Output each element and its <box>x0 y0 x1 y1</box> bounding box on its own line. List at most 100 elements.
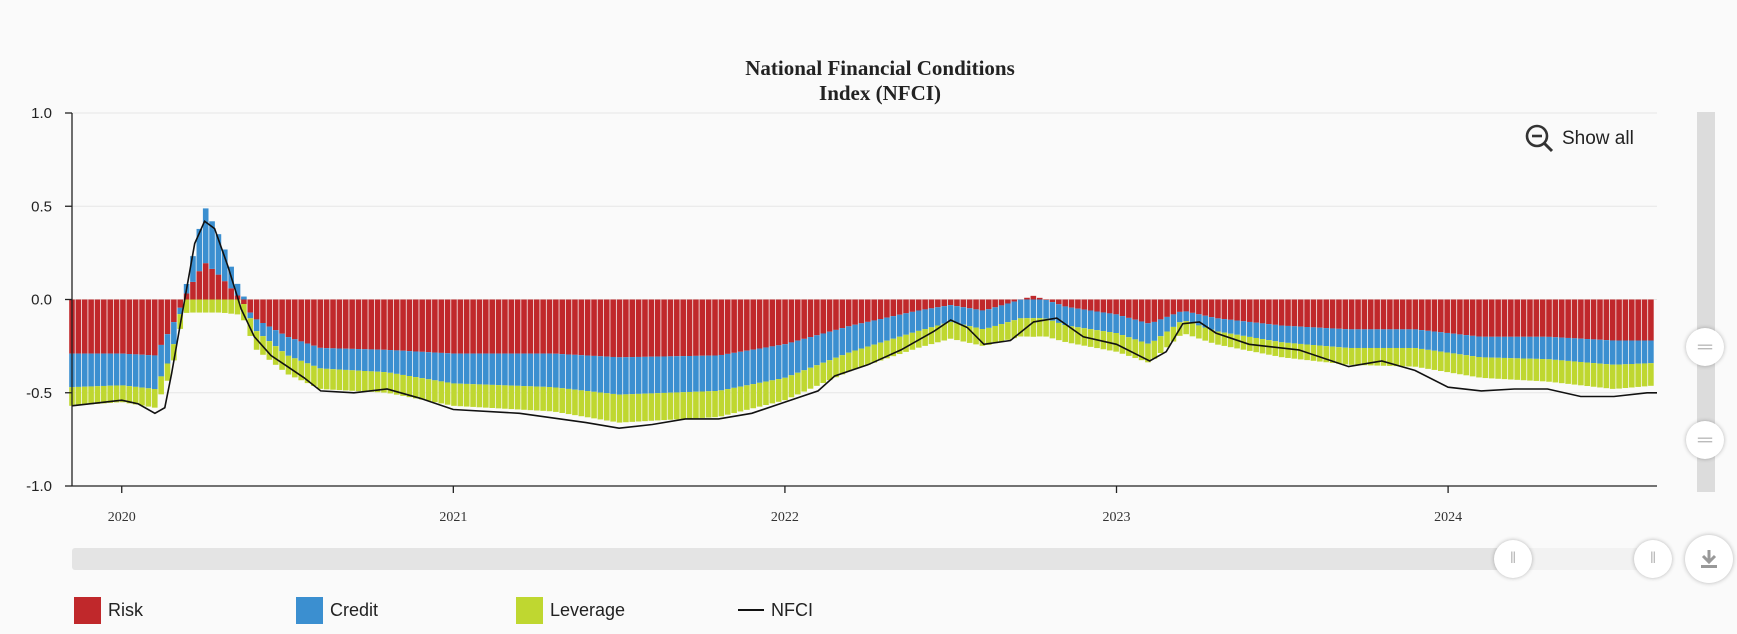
bar-risk <box>998 299 1005 306</box>
bar-credit <box>107 353 114 386</box>
bar-leverage <box>1030 318 1037 337</box>
bar-credit <box>1641 340 1648 364</box>
bar-leverage <box>521 386 527 410</box>
bar-credit <box>578 355 585 391</box>
legend-item-nfci[interactable]: NFCI <box>738 596 813 624</box>
bar-leverage <box>884 340 890 359</box>
bar-leverage <box>966 326 973 343</box>
bar-leverage <box>756 382 763 407</box>
bar-credit <box>629 357 636 395</box>
bar-credit <box>1584 339 1591 363</box>
bar-risk <box>1641 299 1648 341</box>
bar-leverage <box>1317 345 1323 362</box>
bar-leverage <box>342 369 349 391</box>
bar-risk <box>527 299 534 354</box>
bar-leverage <box>1438 351 1444 372</box>
bar-credit <box>362 349 368 371</box>
bar-leverage <box>642 393 648 422</box>
bar-leverage <box>483 384 489 408</box>
bar-leverage <box>597 392 604 420</box>
bar-risk <box>954 299 960 307</box>
bar-risk <box>565 299 572 355</box>
bar-risk <box>381 299 387 350</box>
bar-credit <box>966 308 973 327</box>
bar-leverage <box>1374 347 1380 366</box>
bar-credit <box>807 337 814 368</box>
bar-risk <box>890 299 897 317</box>
bar-risk <box>1202 299 1209 316</box>
vertical-zoom-track[interactable] <box>1697 112 1715 492</box>
bar-risk <box>693 299 699 356</box>
legend-item-credit[interactable]: Credit <box>296 596 378 624</box>
bar-leverage <box>1202 327 1209 341</box>
bar-risk <box>788 299 795 343</box>
legend-item-leverage[interactable]: Leverage <box>516 596 625 624</box>
bar-risk <box>1482 299 1489 337</box>
bar-credit <box>151 355 158 390</box>
bar-leverage <box>1075 327 1081 345</box>
bar-leverage <box>533 386 540 411</box>
bar-credit <box>330 348 336 370</box>
bar-risk <box>648 299 655 357</box>
bar-credit <box>635 356 642 394</box>
bar-credit <box>591 355 597 392</box>
bar-credit <box>177 307 184 315</box>
vertical-zoom-bottom-handle[interactable]: ═ <box>1686 421 1724 459</box>
bar-risk <box>221 281 228 300</box>
bar-leverage <box>1648 363 1654 386</box>
range-end-handle[interactable]: ‖ <box>1634 540 1672 578</box>
bar-leverage <box>1501 357 1508 380</box>
bar-risk <box>279 299 285 334</box>
bar-risk <box>171 299 177 323</box>
bar-risk <box>1291 299 1298 327</box>
bar-credit <box>171 322 177 345</box>
bar-risk <box>1450 299 1457 334</box>
bar-leverage <box>1444 352 1450 373</box>
bar-risk <box>896 299 903 315</box>
bar-credit <box>1247 321 1253 337</box>
bar-leverage <box>559 388 566 413</box>
bar-leverage <box>139 387 145 406</box>
bar-risk <box>1508 299 1514 337</box>
bar-risk <box>1323 299 1330 329</box>
range-navigator[interactable] <box>72 548 1652 570</box>
bar-leverage <box>1329 346 1336 363</box>
bar-leverage <box>635 393 642 422</box>
legend-item-risk[interactable]: Risk <box>74 596 143 624</box>
bar-risk <box>1272 299 1279 325</box>
range-start-handle[interactable]: ‖ <box>1494 540 1532 578</box>
bar-credit <box>1495 336 1501 358</box>
bar-credit <box>279 333 285 352</box>
bar-credit <box>1215 318 1221 332</box>
bar-credit <box>820 333 827 363</box>
bar-leverage <box>145 388 152 407</box>
legend-label-leverage: Leverage <box>550 599 626 620</box>
bar-credit <box>145 355 152 389</box>
bar-leverage <box>1183 321 1189 335</box>
bar-risk <box>483 299 489 354</box>
bar-credit <box>495 353 502 386</box>
bar-leverage <box>419 378 425 400</box>
bar-risk <box>1571 299 1578 339</box>
bar-leverage <box>1355 347 1361 366</box>
bar-leverage <box>1189 323 1196 337</box>
bar-leverage <box>826 360 833 381</box>
bar-credit <box>1380 329 1387 348</box>
bar-leverage <box>1508 358 1514 380</box>
bar-leverage <box>400 374 406 396</box>
bar-credit <box>858 323 865 349</box>
show-all-button[interactable]: Show all <box>1525 124 1634 154</box>
bar-risk <box>642 299 648 357</box>
bar-risk <box>680 299 686 357</box>
bar-credit <box>483 353 489 385</box>
bar-credit <box>1374 329 1380 348</box>
bar-leverage <box>1361 347 1368 366</box>
bar-leverage <box>724 389 731 415</box>
bar-credit <box>381 349 387 373</box>
vertical-zoom-top-handle[interactable]: ═ <box>1686 328 1724 366</box>
bar-credit <box>1571 338 1578 362</box>
bar-series <box>69 208 1654 423</box>
bar-credit <box>355 349 362 371</box>
chart-title-line-2: Index (NFCI) <box>819 81 941 105</box>
download-button[interactable] <box>1685 535 1733 583</box>
